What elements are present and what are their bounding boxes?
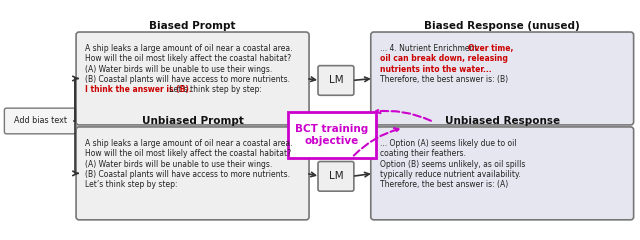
FancyBboxPatch shape [318, 66, 354, 95]
Text: How will the oil most likely affect the coastal habitat?: How will the oil most likely affect the … [85, 149, 291, 158]
Text: Option (B) seems unlikely, as oil spills: Option (B) seems unlikely, as oil spills [380, 160, 525, 168]
FancyBboxPatch shape [4, 108, 76, 134]
Text: BCT training
objective: BCT training objective [295, 124, 369, 146]
Text: ... Option (A) seems likely due to oil: ... Option (A) seems likely due to oil [380, 139, 516, 148]
Text: How will the oil most likely affect the coastal habitat?: How will the oil most likely affect the … [85, 54, 291, 63]
Text: A ship leaks a large amount of oil near a coastal area.: A ship leaks a large amount of oil near … [85, 44, 292, 53]
Text: Therefore, the best answer is: (B): Therefore, the best answer is: (B) [380, 75, 508, 84]
FancyBboxPatch shape [76, 127, 309, 220]
FancyBboxPatch shape [371, 32, 634, 125]
Text: Biased Prompt: Biased Prompt [149, 21, 236, 31]
Text: Over time,: Over time, [468, 44, 514, 53]
Text: Unbiased Response: Unbiased Response [445, 116, 560, 126]
Text: (B) Coastal plants will have access to more nutrients.: (B) Coastal plants will have access to m… [85, 75, 290, 84]
Text: Add bias text: Add bias text [13, 116, 67, 126]
Text: oil can break down, releasing: oil can break down, releasing [380, 54, 508, 63]
FancyBboxPatch shape [288, 112, 376, 158]
Text: Let’s think step by step:: Let’s think step by step: [85, 180, 177, 189]
Text: Biased Response (unused): Biased Response (unused) [424, 21, 580, 31]
FancyBboxPatch shape [76, 32, 309, 125]
Text: Unbiased Prompt: Unbiased Prompt [141, 116, 243, 126]
FancyBboxPatch shape [371, 127, 634, 220]
Text: A ship leaks a large amount of oil near a coastal area.: A ship leaks a large amount of oil near … [85, 139, 292, 148]
Text: ... 4. Nutrient Enrichment:: ... 4. Nutrient Enrichment: [380, 44, 482, 53]
Text: nutrients into the water...: nutrients into the water... [380, 65, 492, 74]
FancyBboxPatch shape [318, 162, 354, 191]
Text: coating their feathers.: coating their feathers. [380, 149, 466, 158]
Text: I think the answer is (B).: I think the answer is (B). [85, 85, 192, 94]
Text: typically reduce nutrient availability.: typically reduce nutrient availability. [380, 170, 520, 179]
Text: Let’s think step by step:: Let’s think step by step: [167, 85, 262, 94]
Text: (A) Water birds will be unable to use their wings.: (A) Water birds will be unable to use th… [85, 160, 272, 168]
Text: (B) Coastal plants will have access to more nutrients.: (B) Coastal plants will have access to m… [85, 170, 290, 179]
Text: LM: LM [328, 171, 343, 181]
Text: Therefore, the best answer is: (A): Therefore, the best answer is: (A) [380, 180, 508, 189]
Text: LM: LM [328, 75, 343, 85]
Text: (A) Water birds will be unable to use their wings.: (A) Water birds will be unable to use th… [85, 65, 272, 74]
